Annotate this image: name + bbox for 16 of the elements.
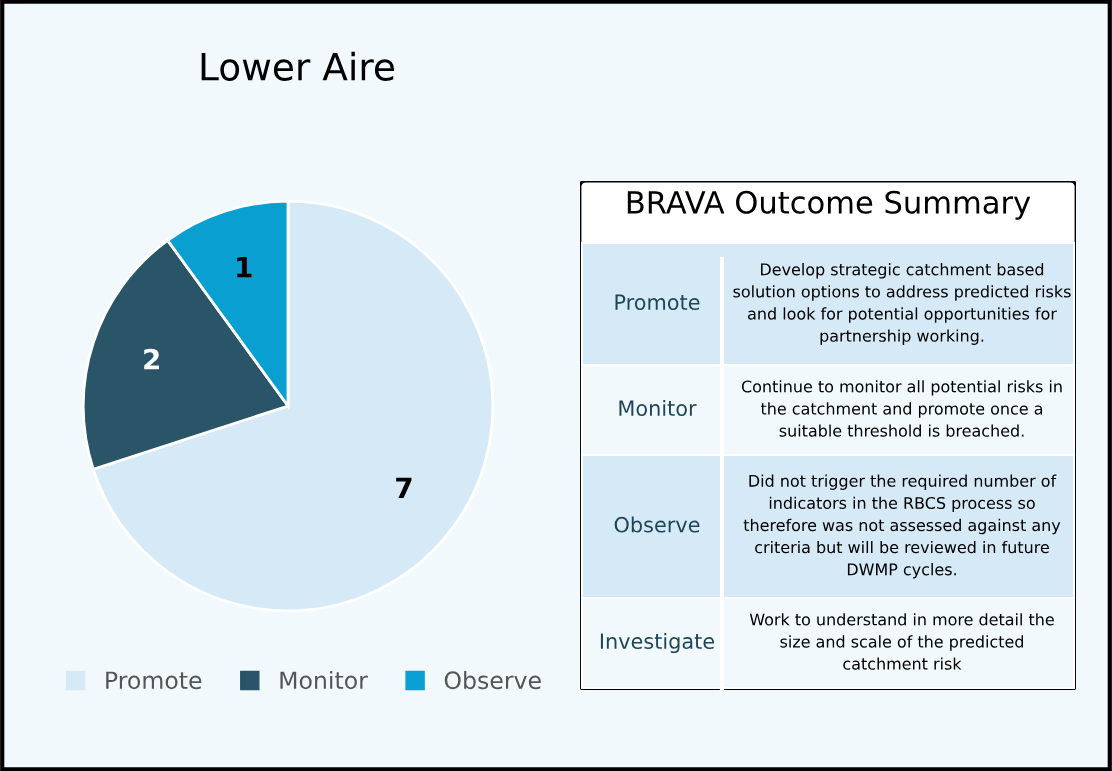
category-label: Observe xyxy=(614,516,700,533)
chart-title: Lower Aire xyxy=(201,51,394,81)
legend-label: Promote xyxy=(106,671,202,690)
data-label: 1 xyxy=(237,257,252,278)
data-label: 7 xyxy=(396,477,412,498)
legend-label: Monitor xyxy=(280,670,368,690)
text: BRAVA Outcome Summary xyxy=(627,190,1031,220)
text: Work to understand in more detail the size and scale of the predicted catchment risk xyxy=(749,613,1054,670)
text: Continue to monitor all potential risks in the catchment and promote once a suitable threshold is breached. xyxy=(741,380,1062,437)
category-label: Promote xyxy=(615,294,700,311)
text: Develop strategic catchment based solution options to address predicted risks and look for potential opportunities for partnership working. xyxy=(733,263,1071,345)
data-label: 2 xyxy=(144,348,159,370)
category-label: Investigate xyxy=(600,632,715,654)
category-label: Monitor xyxy=(619,399,697,417)
legend-label: Observe xyxy=(444,670,541,690)
text: Did not trigger the required number of indicators in the RBCS process so therefore was not assessed against any criteria but will be reviewed in future DWMP cycles. xyxy=(743,474,1061,579)
